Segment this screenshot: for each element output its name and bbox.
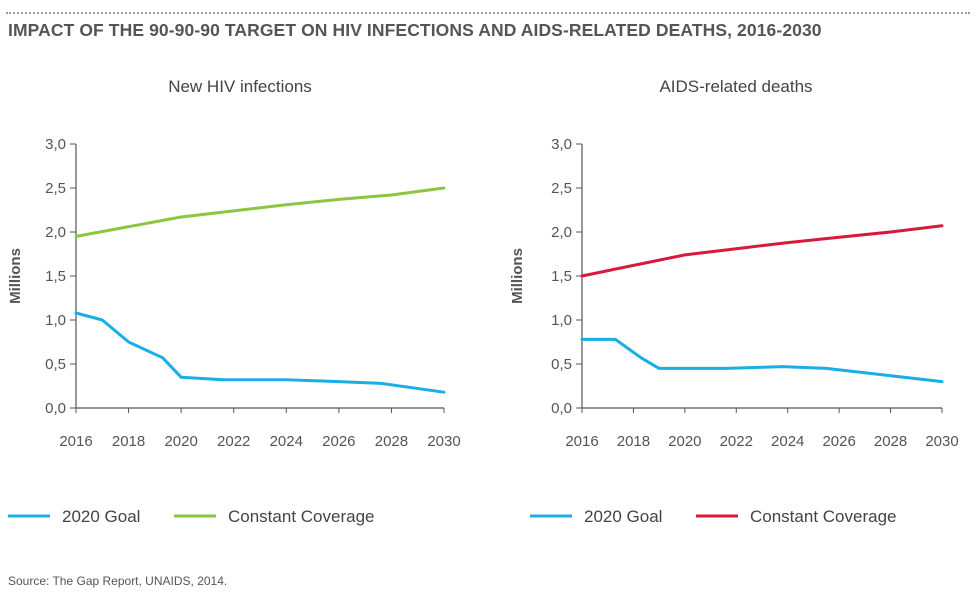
x-tick-label: 2024: [771, 433, 804, 450]
charts-canvas: New HIV infections Millions 0,0 0,5 1,0 1,5 2,…: [7, 77, 959, 526]
x-tick-label: 2020: [164, 433, 197, 450]
y-tick-label: 0,0: [45, 400, 66, 417]
x-tick-label: 2028: [375, 433, 408, 450]
x-tick-label: 2030: [925, 433, 958, 450]
top-dotted-rule: [6, 12, 970, 14]
y-tick-label: 1,0: [551, 312, 572, 329]
chart-panel-2: AIDS-related deaths Millions 0,0 0,5 1,0 1,5 2…: [509, 77, 959, 526]
chart-panel-1: New HIV infections Millions 0,0 0,5 1,0 1,5 2,…: [7, 77, 461, 526]
legend-label: Constant Coverage: [750, 507, 896, 526]
chart-title: New HIV infections: [168, 77, 312, 96]
x-tick-label: 2022: [720, 433, 753, 450]
y-tick-label: 3,0: [551, 136, 572, 153]
series-line-goal: [580, 337, 944, 384]
x-tick-label: 2024: [270, 433, 303, 450]
chart-title: AIDS-related deaths: [659, 77, 812, 96]
x-tick-label: 2020: [668, 433, 701, 450]
x-tick-label: 2026: [822, 433, 855, 450]
figure-title: IMPACT OF THE 90-90-90 TARGET ON HIV INF…: [8, 20, 822, 40]
series-line-coverage: [580, 224, 944, 278]
y-axis-label: Millions: [509, 248, 526, 304]
x-tick-label: 2016: [59, 433, 92, 450]
y-tick-label: 0,5: [551, 356, 572, 373]
x-tick-label: 2028: [874, 433, 907, 450]
legend-label: 2020 Goal: [62, 507, 140, 526]
y-tick-label: 2,5: [45, 180, 66, 197]
y-tick-label: 0,0: [551, 400, 572, 417]
x-tick-label: 2022: [217, 433, 250, 450]
series-line-coverage: [74, 186, 446, 238]
x-tick-label: 2026: [322, 433, 355, 450]
legend-label: Constant Coverage: [228, 507, 374, 526]
y-tick-label: 3,0: [45, 136, 66, 153]
series-line-goal: [74, 311, 446, 394]
legend-label: 2020 Goal: [584, 507, 662, 526]
y-tick-label: 0,5: [45, 356, 66, 373]
y-tick-label: 2,0: [551, 224, 572, 241]
x-tick-label: 2018: [617, 433, 650, 450]
x-tick-label: 2016: [565, 433, 598, 450]
y-tick-label: 2,0: [45, 224, 66, 241]
x-tick-label: 2030: [427, 433, 460, 450]
y-tick-label: 2,5: [551, 180, 572, 197]
y-axis-label: Millions: [7, 248, 24, 304]
y-tick-label: 1,0: [45, 312, 66, 329]
source-note: Source: The Gap Report, UNAIDS, 2014.: [8, 574, 228, 588]
x-tick-label: 2018: [112, 433, 145, 450]
y-tick-label: 1,5: [551, 268, 572, 285]
y-tick-label: 1,5: [45, 268, 66, 285]
